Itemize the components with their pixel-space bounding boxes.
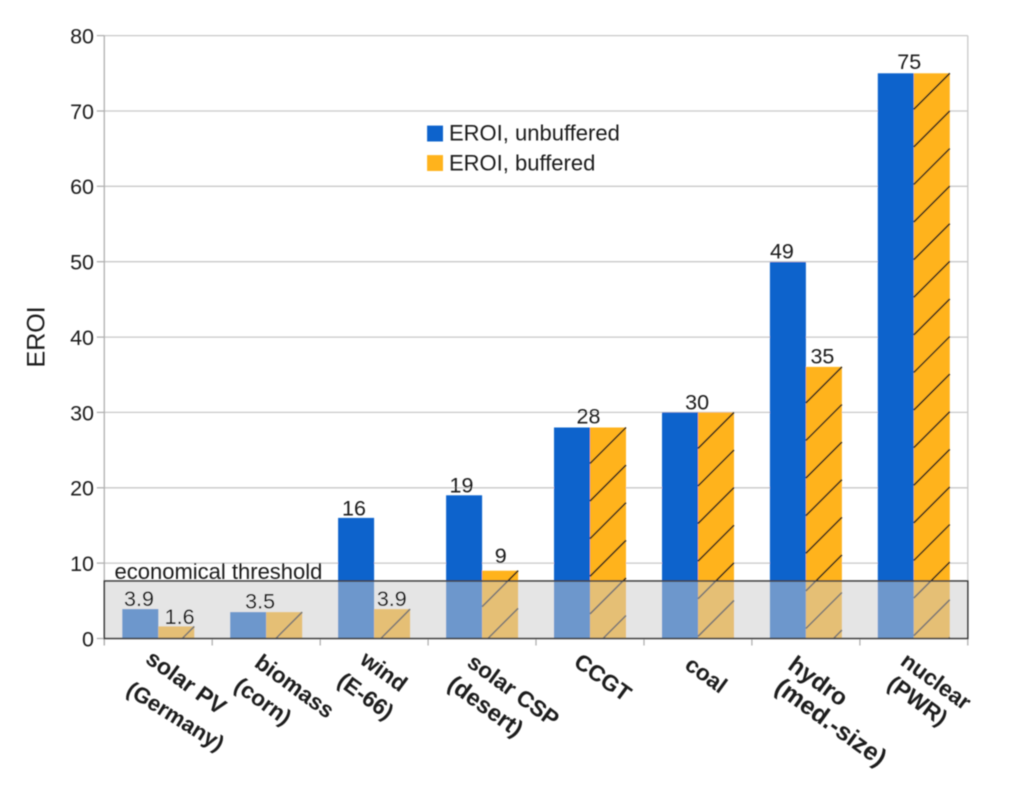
svg-text:0: 0 bbox=[82, 627, 94, 651]
svg-text:30: 30 bbox=[70, 401, 94, 425]
svg-text:80: 80 bbox=[70, 25, 94, 49]
svg-text:1.6: 1.6 bbox=[165, 605, 195, 629]
svg-text:20: 20 bbox=[70, 477, 94, 501]
svg-text:EROI, unbuffered: EROI, unbuffered bbox=[449, 121, 620, 146]
svg-text:50: 50 bbox=[70, 251, 94, 275]
svg-text:3.9: 3.9 bbox=[377, 587, 407, 611]
svg-text:3.5: 3.5 bbox=[245, 589, 275, 613]
svg-text:economical threshold: economical threshold bbox=[115, 559, 323, 584]
svg-text:70: 70 bbox=[70, 100, 94, 124]
svg-text:60: 60 bbox=[70, 175, 94, 199]
svg-text:75: 75 bbox=[897, 50, 921, 74]
svg-text:16: 16 bbox=[342, 497, 366, 521]
svg-text:30: 30 bbox=[685, 391, 709, 415]
svg-text:EROI: EROI bbox=[22, 306, 50, 367]
svg-text:10: 10 bbox=[70, 552, 94, 576]
svg-text:9: 9 bbox=[495, 544, 507, 568]
svg-text:3.9: 3.9 bbox=[124, 587, 154, 611]
svg-text:40: 40 bbox=[70, 326, 94, 350]
svg-text:EROI, buffered: EROI, buffered bbox=[449, 150, 595, 175]
svg-text:19: 19 bbox=[450, 473, 474, 497]
svg-text:49: 49 bbox=[770, 240, 794, 264]
svg-text:35: 35 bbox=[810, 345, 834, 369]
svg-text:28: 28 bbox=[577, 405, 601, 429]
